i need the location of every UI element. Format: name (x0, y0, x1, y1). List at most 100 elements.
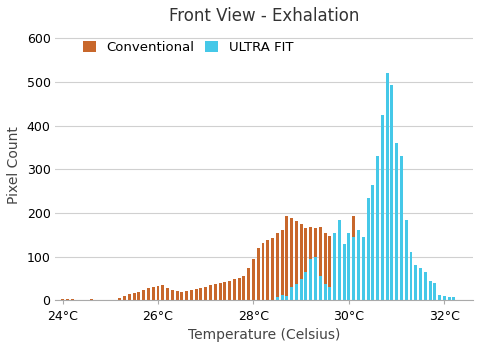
Bar (367, 198, 370, 300)
Bar (433, 283, 436, 300)
Bar (390, 299, 394, 300)
Bar (443, 296, 446, 300)
Bar (209, 285, 212, 300)
Bar (304, 228, 308, 300)
Bar (381, 114, 384, 300)
Bar (61, 299, 64, 300)
Bar (385, 73, 389, 300)
Bar (281, 295, 284, 300)
Bar (300, 279, 303, 300)
Bar (176, 291, 179, 300)
Bar (429, 281, 432, 300)
Bar (123, 296, 126, 300)
Legend: Conventional, ULTRA FIT: Conventional, ULTRA FIT (83, 41, 293, 54)
Bar (324, 284, 326, 300)
Bar (419, 268, 422, 300)
Bar (137, 292, 140, 300)
Bar (333, 233, 336, 300)
Bar (400, 156, 403, 300)
Bar (281, 230, 284, 300)
Bar (362, 239, 365, 300)
Bar (328, 236, 331, 300)
Bar (290, 287, 293, 300)
Bar (156, 287, 159, 300)
Bar (142, 290, 145, 300)
Bar (247, 268, 250, 300)
Bar (309, 259, 312, 300)
Bar (343, 252, 346, 300)
Bar (109, 299, 112, 300)
Bar (395, 143, 398, 300)
Bar (286, 216, 288, 300)
Bar (295, 221, 298, 300)
Bar (271, 238, 274, 300)
Bar (324, 233, 326, 300)
Bar (390, 85, 394, 300)
Bar (218, 283, 222, 300)
Bar (448, 297, 451, 300)
Bar (71, 299, 73, 300)
Bar (286, 296, 288, 300)
Title: Front View - Exhalation: Front View - Exhalation (169, 7, 360, 25)
Bar (376, 297, 379, 300)
Bar (99, 299, 102, 300)
Bar (266, 240, 269, 300)
Bar (190, 290, 193, 300)
Bar (104, 299, 107, 300)
Bar (300, 224, 303, 300)
Bar (357, 237, 360, 300)
Bar (180, 292, 183, 300)
Bar (90, 299, 93, 300)
Bar (152, 287, 155, 300)
Bar (242, 276, 245, 300)
Bar (405, 220, 408, 300)
Bar (223, 282, 226, 300)
Bar (204, 287, 207, 300)
X-axis label: Temperature (Celsius): Temperature (Celsius) (188, 328, 340, 342)
Bar (348, 245, 350, 300)
Bar (319, 276, 322, 300)
Bar (338, 220, 341, 300)
Bar (252, 259, 255, 300)
Bar (147, 288, 150, 300)
Bar (372, 295, 374, 300)
Bar (319, 227, 322, 300)
Bar (200, 288, 203, 300)
Bar (343, 244, 346, 300)
Bar (262, 243, 264, 300)
Bar (233, 280, 236, 300)
Bar (228, 281, 231, 300)
Bar (80, 299, 83, 300)
Bar (295, 284, 298, 300)
Bar (453, 297, 456, 300)
Bar (132, 292, 136, 300)
Bar (424, 272, 427, 300)
Bar (385, 299, 389, 300)
Bar (171, 290, 174, 300)
Bar (257, 248, 260, 300)
Bar (238, 278, 240, 300)
Bar (290, 218, 293, 300)
Bar (276, 233, 279, 300)
Bar (395, 299, 398, 300)
Bar (367, 276, 370, 300)
Bar (438, 295, 441, 300)
Bar (348, 233, 350, 300)
Bar (95, 299, 97, 300)
Bar (85, 299, 88, 300)
Bar (304, 272, 308, 300)
Bar (75, 299, 78, 300)
Bar (128, 294, 131, 300)
Bar (276, 297, 279, 300)
Bar (352, 216, 355, 300)
Bar (338, 250, 341, 300)
Bar (376, 156, 379, 300)
Bar (195, 289, 198, 300)
Bar (119, 298, 121, 300)
Bar (357, 230, 360, 300)
Bar (66, 299, 69, 300)
Bar (414, 266, 417, 300)
Bar (161, 285, 164, 300)
Bar (214, 284, 217, 300)
Bar (309, 228, 312, 300)
